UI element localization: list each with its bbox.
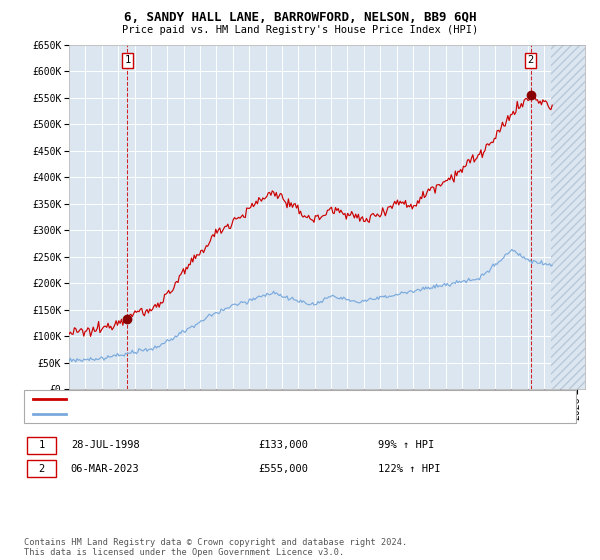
Text: Price paid vs. HM Land Registry's House Price Index (HPI): Price paid vs. HM Land Registry's House … — [122, 25, 478, 35]
Text: £555,000: £555,000 — [258, 464, 308, 474]
Bar — [551, 45, 585, 389]
Text: 1: 1 — [38, 440, 44, 450]
Text: 2: 2 — [527, 55, 534, 66]
Text: 06-MAR-2023: 06-MAR-2023 — [71, 464, 140, 474]
Text: 28-JUL-1998: 28-JUL-1998 — [71, 440, 140, 450]
Text: 122% ↑ HPI: 122% ↑ HPI — [378, 464, 440, 474]
Text: 1: 1 — [124, 55, 131, 66]
Text: 6, SANDY HALL LANE, BARROWFORD, NELSON, BB9 6QH (detached house): 6, SANDY HALL LANE, BARROWFORD, NELSON, … — [72, 395, 440, 404]
Text: 99% ↑ HPI: 99% ↑ HPI — [378, 440, 434, 450]
Text: £133,000: £133,000 — [258, 440, 308, 450]
Text: 6, SANDY HALL LANE, BARROWFORD, NELSON, BB9 6QH: 6, SANDY HALL LANE, BARROWFORD, NELSON, … — [124, 11, 476, 24]
Text: HPI: Average price, detached house, Pendle: HPI: Average price, detached house, Pend… — [72, 409, 314, 418]
Text: 2: 2 — [38, 464, 44, 474]
Text: Contains HM Land Registry data © Crown copyright and database right 2024.
This d: Contains HM Land Registry data © Crown c… — [24, 538, 407, 557]
